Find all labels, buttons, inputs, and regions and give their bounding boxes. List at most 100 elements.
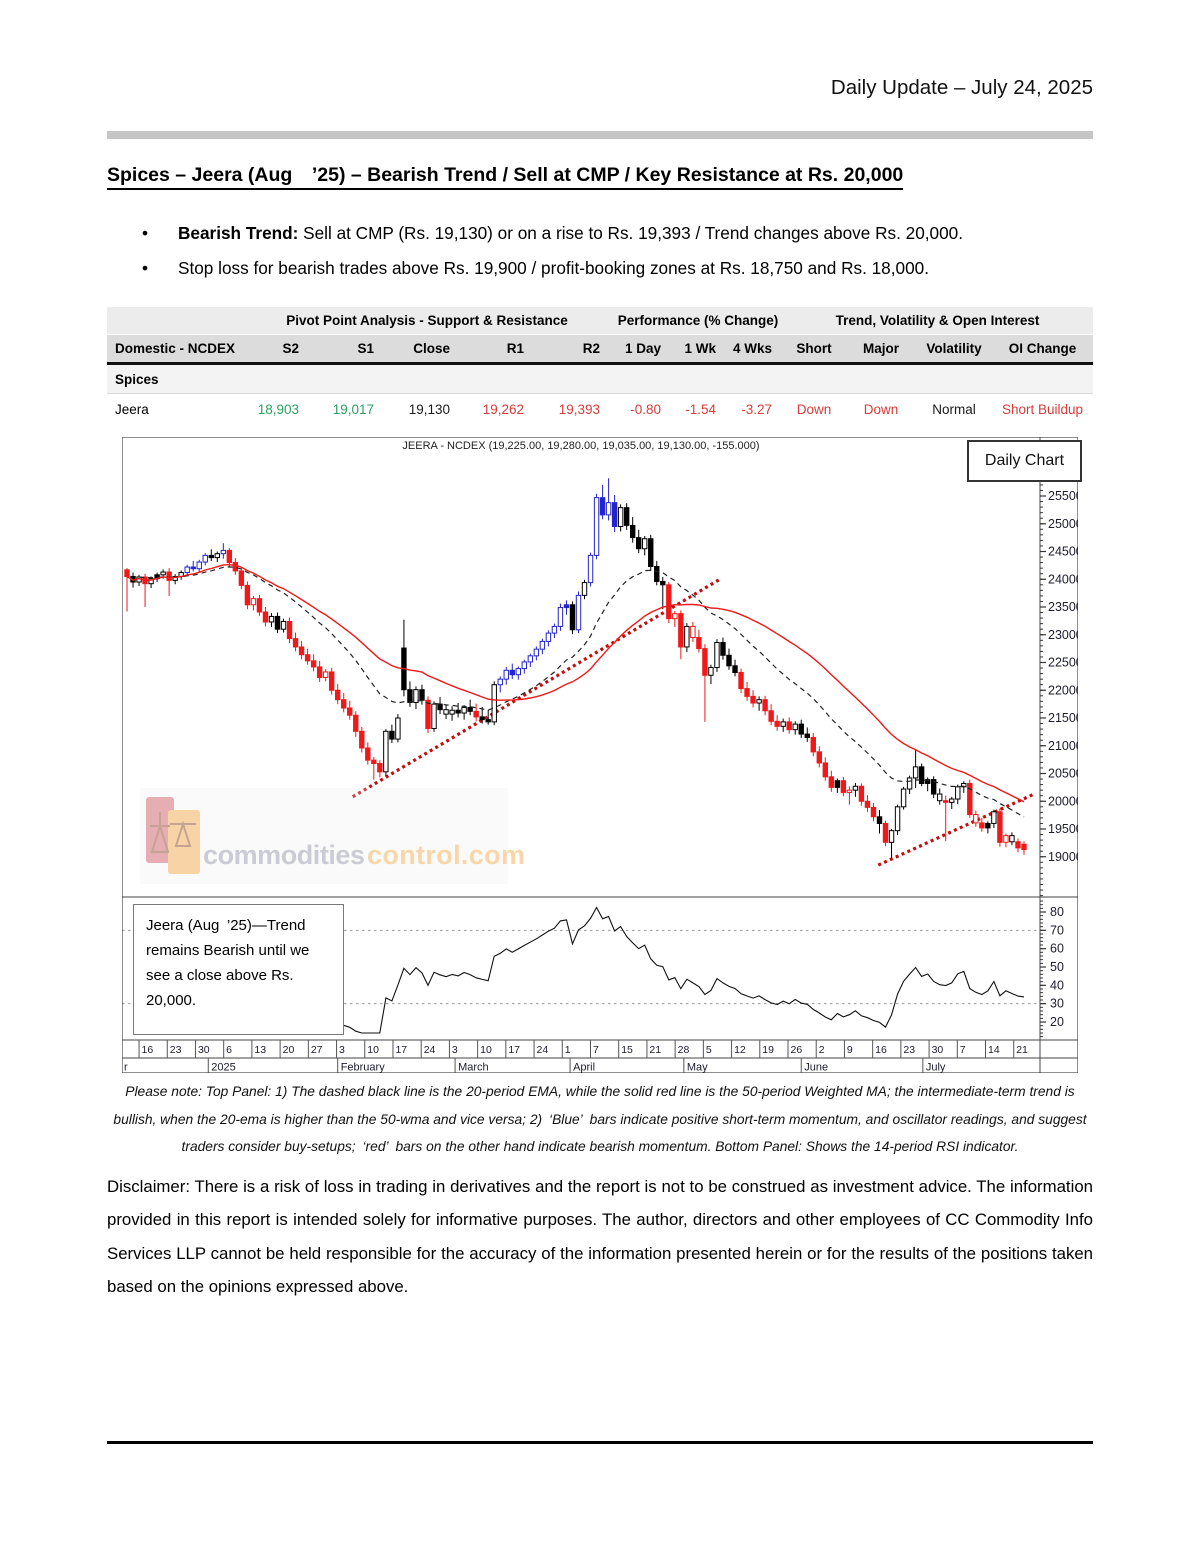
cell-short: Down [796, 402, 832, 417]
svg-text:17: 17 [395, 1044, 407, 1056]
svg-text:24: 24 [537, 1044, 549, 1056]
svg-text:20: 20 [283, 1044, 295, 1056]
svg-text:23: 23 [170, 1044, 182, 1056]
col-header-1day: 1 Day [624, 341, 661, 356]
group-header-performance: Performance (% Change) [617, 313, 779, 328]
svg-text:50: 50 [1050, 960, 1064, 974]
chart-annotation-box: Jeera (Aug ’25)—Trend remains Bearish un… [133, 904, 344, 1035]
table-header-divider [107, 362, 1093, 365]
svg-text:23: 23 [903, 1044, 915, 1056]
wma-50-line [126, 563, 1025, 803]
header-date: Daily Update – July 24, 2025 [830, 76, 1093, 99]
svg-text:February: February [341, 1062, 386, 1074]
svg-text:22500: 22500 [1048, 656, 1078, 670]
svg-text:20: 20 [1050, 1015, 1064, 1029]
table-column-header-row: Domestic - NCDEX S2 S1 Close R1 R2 1 Day… [107, 334, 1093, 362]
table-group-header-row: Pivot Point Analysis - Support & Resista… [107, 307, 1093, 334]
cell-4wks: -3.27 [741, 402, 772, 417]
svg-text:6: 6 [226, 1044, 232, 1056]
col-header-s1: S1 [357, 341, 374, 356]
cell-major: Down [863, 402, 899, 417]
svg-text:13: 13 [254, 1044, 266, 1056]
bullet-dot: • [142, 223, 149, 243]
svg-text:10: 10 [480, 1044, 492, 1056]
svg-text:July: July [926, 1062, 946, 1074]
chart-frame: 1900019500200002050021000215002200022500… [122, 437, 1078, 1073]
svg-text:21: 21 [1016, 1044, 1028, 1056]
svg-text:30: 30 [932, 1044, 944, 1056]
cell-volatility: Normal [932, 402, 976, 417]
svg-text:21: 21 [649, 1044, 661, 1056]
cell-1day: -0.80 [630, 402, 661, 417]
svg-text:commodities: commodities [203, 840, 365, 870]
col-header-1wk: 1 Wk [684, 341, 716, 356]
daily-chart-badge: Daily Chart [967, 440, 1082, 482]
price-panel-layer [124, 478, 1034, 867]
cell-s1: 19,017 [332, 402, 374, 417]
col-header-4wks: 4 Wks [732, 341, 772, 356]
svg-text:21000: 21000 [1048, 739, 1078, 753]
rsi-line [217, 906, 1025, 1034]
watermark-logo: commodities control.com [140, 788, 525, 884]
svg-text:80: 80 [1050, 905, 1064, 919]
svg-text:20000: 20000 [1048, 794, 1078, 808]
trendline [877, 793, 1034, 867]
cell-close: 19,130 [408, 402, 450, 417]
group-header-trend: Trend, Volatility & Open Interest [835, 313, 1040, 328]
svg-text:12: 12 [734, 1044, 746, 1056]
bullet1-lead: Bearish Trend: [178, 223, 299, 243]
cell-1wk: -1.54 [685, 402, 716, 417]
col-header-oichange: OI Change [1008, 341, 1077, 356]
col-header-close: Close [413, 341, 450, 356]
svg-text:24500: 24500 [1048, 545, 1078, 559]
svg-text:9: 9 [847, 1044, 853, 1056]
svg-text:60: 60 [1050, 942, 1064, 956]
trendline [351, 577, 721, 799]
price-chart-svg: commoditiescontrol.com190001950020000205… [122, 437, 1078, 1073]
svg-text:3: 3 [452, 1044, 458, 1056]
section-heading-text: Spices – Jeera (Aug ’25) – Bearish Trend… [107, 164, 904, 190]
col-header-volatility: Volatility [926, 341, 982, 356]
table-row: Jeera 18,903 19,017 19,130 19,262 19,393… [107, 394, 1093, 425]
svg-text:7: 7 [593, 1044, 599, 1056]
col-header-r1: R1 [506, 341, 524, 356]
svg-text:May: May [687, 1062, 708, 1074]
svg-text:30: 30 [198, 1044, 210, 1056]
section-heading: Spices – Jeera (Aug ’25) – Bearish Trend… [107, 164, 904, 190]
table-section-row: Spices [107, 365, 1093, 394]
bullet-item-1: • Bearish Trend: Sell at CMP (Rs. 19,130)… [142, 223, 1082, 244]
svg-text:7: 7 [960, 1044, 966, 1056]
svg-text:19: 19 [762, 1044, 774, 1056]
svg-text:control.com: control.com [367, 840, 525, 870]
svg-text:24: 24 [424, 1044, 436, 1056]
svg-text:16: 16 [875, 1044, 887, 1056]
col-header-short: Short [796, 341, 832, 356]
ema-20-line [138, 566, 1025, 818]
svg-text:r: r [124, 1062, 128, 1074]
svg-text:2: 2 [819, 1044, 825, 1056]
svg-text:1: 1 [565, 1044, 571, 1056]
svg-text:16: 16 [142, 1044, 154, 1056]
col-header-name: Domestic - NCDEX [115, 341, 236, 356]
cell-r2: 19,393 [558, 402, 600, 417]
svg-text:2025: 2025 [211, 1062, 235, 1074]
svg-text:19000: 19000 [1048, 850, 1078, 864]
svg-text:70: 70 [1050, 923, 1064, 937]
bullet-dot: • [142, 258, 149, 278]
cell-name: Jeera [115, 402, 149, 417]
svg-text:40: 40 [1050, 978, 1064, 992]
svg-text:10: 10 [367, 1044, 379, 1056]
svg-text:17: 17 [508, 1044, 520, 1056]
svg-text:3: 3 [339, 1044, 345, 1056]
svg-text:28: 28 [678, 1044, 690, 1056]
bullet1-text: Sell at CMP (Rs. 19,130) or on a rise to… [298, 223, 963, 243]
svg-text:26: 26 [791, 1044, 803, 1056]
svg-text:14: 14 [988, 1044, 1000, 1056]
svg-text:15: 15 [621, 1044, 633, 1056]
cell-oichange: Short Buildup [1001, 402, 1084, 417]
svg-text:23500: 23500 [1048, 600, 1078, 614]
rsi-panel-layer [122, 906, 1040, 1034]
col-header-s2: S2 [282, 341, 299, 356]
svg-text:21500: 21500 [1048, 711, 1078, 725]
